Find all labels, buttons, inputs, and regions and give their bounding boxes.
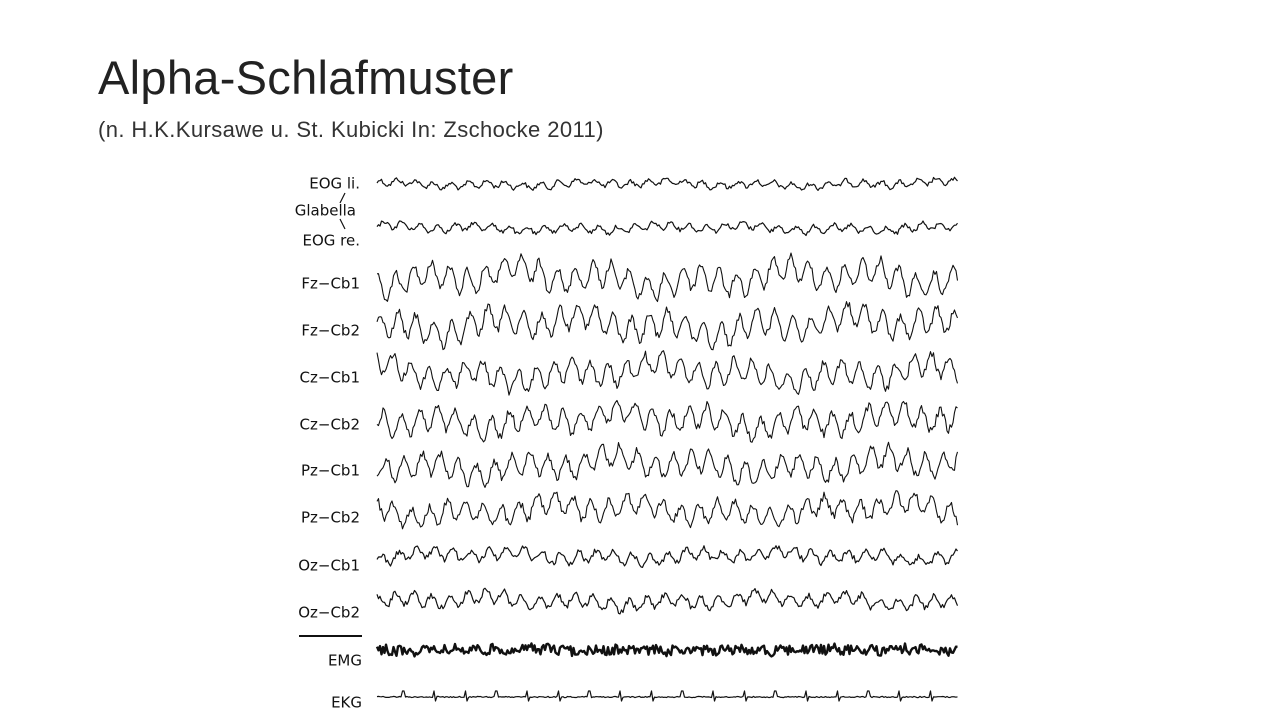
channel-label: Pz−Cb1 <box>301 462 360 480</box>
channel-label: Cz−Cb2 <box>300 416 360 434</box>
eeg-trace <box>376 490 959 530</box>
eeg-trace <box>376 399 958 443</box>
eeg-trace <box>375 642 958 658</box>
channel-label: EOG re. <box>302 232 360 250</box>
eeg-trace <box>376 301 959 351</box>
channel-label: EOG li. <box>309 175 360 193</box>
eeg-trace <box>376 441 959 488</box>
eeg-trace <box>376 176 958 191</box>
slide-title: Alpha-Schlafmuster <box>98 51 514 104</box>
channel-label: Glabella <box>295 202 356 220</box>
channel-label: Cz−Cb1 <box>300 369 360 387</box>
connector <box>339 192 346 204</box>
eeg-trace <box>376 587 959 615</box>
channel-label: Fz−Cb2 <box>301 322 360 340</box>
eeg-trace <box>376 350 959 396</box>
channel-label: Fz−Cb1 <box>301 275 360 293</box>
channel-label: EKG <box>331 694 362 712</box>
connector <box>339 218 346 230</box>
eeg-trace <box>376 690 958 702</box>
channel-label: EMG <box>328 652 362 670</box>
eeg-trace <box>376 252 959 303</box>
eeg-trace <box>376 220 958 237</box>
channel-label: Pz−Cb2 <box>301 509 360 527</box>
slide-subtitle: (n. H.K.Kursawe u. St. Kubicki In: Zscho… <box>98 117 604 142</box>
eeg-trace <box>376 545 958 568</box>
channel-label: Oz−Cb1 <box>298 557 360 575</box>
channel-label: Oz−Cb2 <box>298 604 360 622</box>
